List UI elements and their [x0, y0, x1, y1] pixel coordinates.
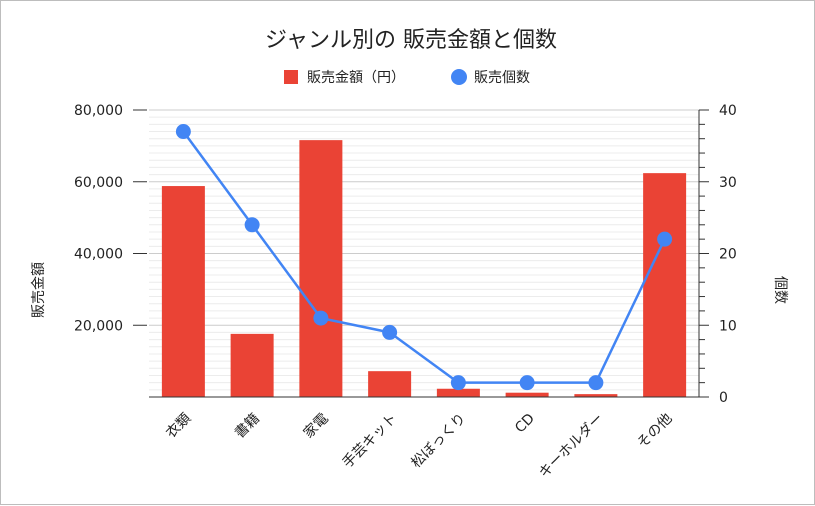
line-point-2	[244, 217, 260, 233]
bar-6	[505, 392, 549, 397]
line-point-6	[519, 375, 535, 391]
bar-7	[574, 394, 618, 397]
bar-5	[436, 388, 480, 397]
bar-1	[161, 186, 205, 397]
line-point-1	[175, 124, 191, 140]
right-tick-label: 40	[719, 103, 737, 119]
legend-swatch-sales-count	[451, 69, 467, 85]
line-point-8	[657, 231, 673, 247]
x-tick-label: その他	[634, 411, 675, 452]
bar-series	[161, 140, 687, 397]
left-tick-label: 60,000	[74, 175, 123, 191]
bar-3	[299, 140, 343, 397]
x-tick-label: 衣類	[163, 411, 194, 442]
line-point-5	[450, 375, 466, 391]
x-tick-label: 手芸キット	[340, 411, 401, 472]
legend-label-sales-count: 販売個数	[474, 70, 530, 86]
right-tick-label: 0	[719, 390, 728, 406]
y-axis-title-right: 個数	[772, 276, 788, 304]
right-tick-label: 20	[719, 247, 737, 263]
bar-8	[643, 173, 687, 397]
y-axis-title-left: 販売金額	[31, 262, 47, 318]
right-tick-label: 30	[719, 175, 737, 191]
left-tick-label: 20,000	[74, 318, 123, 334]
right-tick-label: 10	[719, 318, 737, 334]
legend-label-sales-amount: 販売金額（円）	[307, 70, 405, 86]
line-point-4	[382, 324, 398, 340]
left-tick-label: 40,000	[74, 247, 123, 263]
chart-title: ジャンル別の 販売金額と個数	[265, 28, 557, 53]
bar-2	[230, 333, 274, 397]
x-tick-label: CD	[512, 411, 538, 437]
x-tick-label: 書籍	[231, 410, 263, 442]
legend-swatch-sales-amount	[284, 70, 298, 84]
legend: 販売金額（円） 販売個数	[284, 69, 530, 86]
line-series	[175, 124, 673, 391]
line-point-3	[313, 310, 329, 326]
bar-4	[368, 371, 412, 397]
line-path	[182, 130, 666, 384]
x-tick-label: キーホルダー	[536, 411, 607, 482]
line-point-7	[588, 375, 604, 391]
x-tick-label: 松ぼっくり	[408, 411, 469, 472]
left-tick-label: 80,000	[74, 103, 123, 119]
x-tick-label: 家電	[300, 410, 332, 442]
